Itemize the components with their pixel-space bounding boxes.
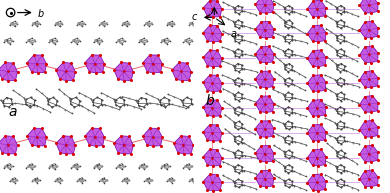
Polygon shape [255, 71, 274, 88]
Polygon shape [255, 96, 274, 112]
Text: $c$: $c$ [191, 12, 198, 22]
Text: $b$: $b$ [211, 0, 218, 1]
Polygon shape [143, 128, 162, 146]
Polygon shape [360, 71, 378, 87]
Polygon shape [203, 100, 222, 116]
Polygon shape [203, 1, 222, 17]
Polygon shape [360, 21, 378, 38]
Polygon shape [203, 125, 222, 141]
Polygon shape [360, 120, 378, 137]
Polygon shape [114, 136, 133, 154]
Polygon shape [255, 121, 274, 137]
Polygon shape [203, 149, 222, 166]
Text: $a$: $a$ [230, 29, 237, 39]
Text: $b$: $b$ [205, 93, 215, 108]
Polygon shape [255, 46, 274, 63]
Polygon shape [143, 55, 162, 73]
Polygon shape [174, 136, 193, 154]
Polygon shape [307, 124, 326, 141]
Polygon shape [307, 50, 326, 67]
Polygon shape [360, 46, 378, 63]
Polygon shape [360, 0, 378, 13]
Polygon shape [114, 63, 133, 81]
Text: $b$: $b$ [37, 7, 44, 19]
Polygon shape [203, 174, 222, 191]
Polygon shape [203, 25, 222, 42]
Polygon shape [56, 136, 75, 154]
Text: $a$: $a$ [8, 105, 17, 119]
Polygon shape [255, 146, 274, 162]
Polygon shape [255, 0, 274, 13]
Polygon shape [203, 75, 222, 91]
Polygon shape [307, 75, 326, 91]
Polygon shape [307, 149, 326, 166]
Polygon shape [85, 128, 105, 146]
Polygon shape [307, 174, 326, 191]
Polygon shape [307, 100, 326, 116]
Polygon shape [85, 55, 105, 73]
Polygon shape [255, 170, 274, 187]
Polygon shape [172, 63, 191, 81]
Polygon shape [56, 63, 75, 81]
Polygon shape [27, 128, 46, 146]
Polygon shape [360, 170, 378, 187]
Polygon shape [360, 145, 378, 162]
Polygon shape [203, 50, 222, 67]
Polygon shape [0, 136, 18, 154]
Polygon shape [0, 63, 18, 81]
Polygon shape [307, 0, 326, 17]
Polygon shape [27, 55, 46, 73]
Polygon shape [255, 21, 274, 38]
Polygon shape [307, 25, 326, 42]
Polygon shape [360, 96, 378, 112]
